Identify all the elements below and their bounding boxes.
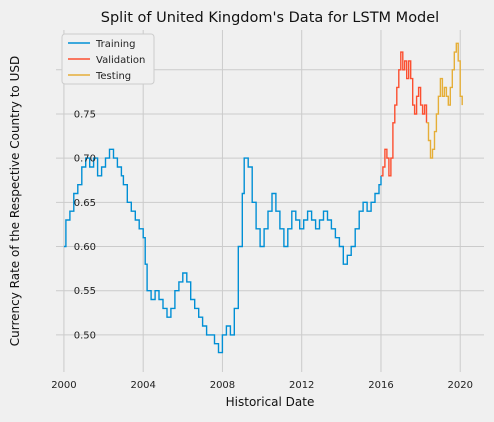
x-tick-label: 2016 [368, 380, 393, 391]
legend-box [61, 33, 155, 85]
series-line-validation [381, 51, 428, 177]
y-axis-label: Currency Rate of the Respective Country … [8, 56, 22, 346]
x-tick-label: 2004 [130, 380, 155, 391]
legend-label-validation: Validation [96, 55, 145, 66]
legend-label-training: Training [95, 39, 135, 50]
x-axis-label: Historical Date [226, 395, 315, 409]
y-tick-label: 0.70 [74, 154, 96, 165]
y-tick-label: 0.75 [74, 109, 96, 120]
y-tick-label: 0.60 [74, 242, 96, 253]
x-tick-label: 2020 [447, 380, 472, 391]
x-tick-labels: 2000 2004 2008 2012 2016 2020 [51, 380, 473, 391]
y-tick-label: 0.65 [74, 198, 96, 209]
legend: Training Validation Testing [61, 33, 155, 85]
legend-label-testing: Testing [95, 71, 131, 82]
x-tick-label: 2000 [51, 380, 76, 391]
x-tick-label: 2008 [210, 380, 235, 391]
chart-title: Split of United Kingdom's Data for LSTM … [101, 10, 439, 26]
y-tick-label: 0.55 [74, 286, 96, 297]
x-tick-label: 2012 [289, 380, 314, 391]
series-line-training [63, 148, 382, 354]
series-lines [63, 42, 463, 354]
y-tick-label: 0.50 [74, 330, 96, 341]
series-line-testing [426, 42, 463, 159]
